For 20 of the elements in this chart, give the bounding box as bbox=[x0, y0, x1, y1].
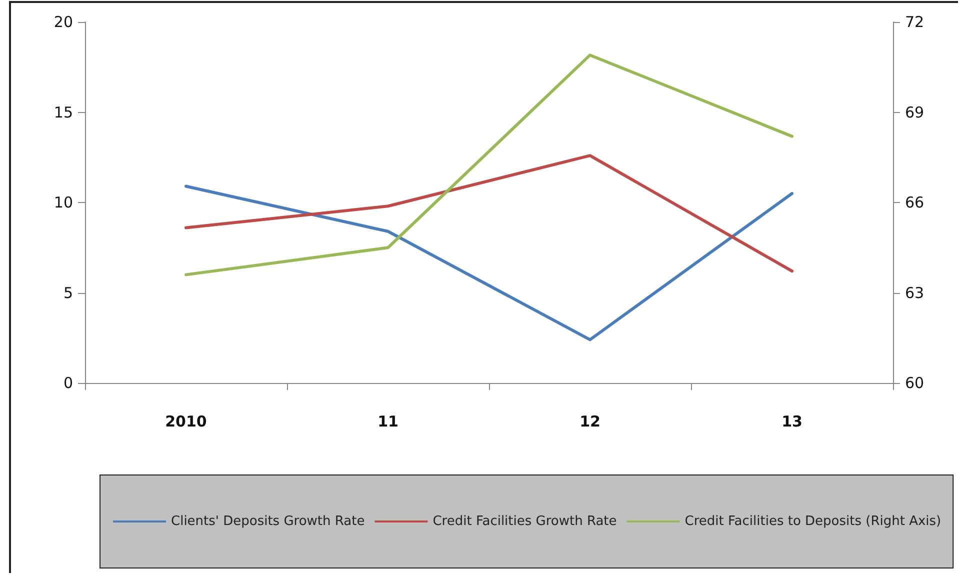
y-tick-label: 10 bbox=[54, 194, 73, 212]
y2-tick-label: 66 bbox=[905, 194, 924, 212]
y-tick-label: 5 bbox=[63, 284, 73, 302]
y-tick-label: 0 bbox=[63, 374, 73, 392]
y2-tick-label: 72 bbox=[905, 13, 924, 31]
legend-label: Credit Facilities to Deposits (Right Axis) bbox=[684, 514, 942, 529]
x-tick-label: 13 bbox=[782, 412, 802, 430]
x-tick-label: 2010 bbox=[165, 412, 207, 430]
legend-label: Clients' Deposits Growth Rate bbox=[171, 514, 365, 529]
y2-tick-label: 60 bbox=[905, 374, 924, 392]
line-series bbox=[184, 154, 794, 273]
legend-label: Credit Facilities Growth Rate bbox=[432, 514, 617, 529]
line-series bbox=[184, 184, 794, 342]
y-tick-label: 15 bbox=[54, 103, 73, 122]
x-tick-label: 12 bbox=[580, 412, 600, 430]
line-series bbox=[184, 54, 794, 276]
y-tick-label: 20 bbox=[54, 13, 73, 31]
x-tick-label: 11 bbox=[378, 412, 398, 430]
y2-tick-label: 63 bbox=[905, 284, 924, 302]
y2-tick-label: 69 bbox=[905, 103, 924, 122]
